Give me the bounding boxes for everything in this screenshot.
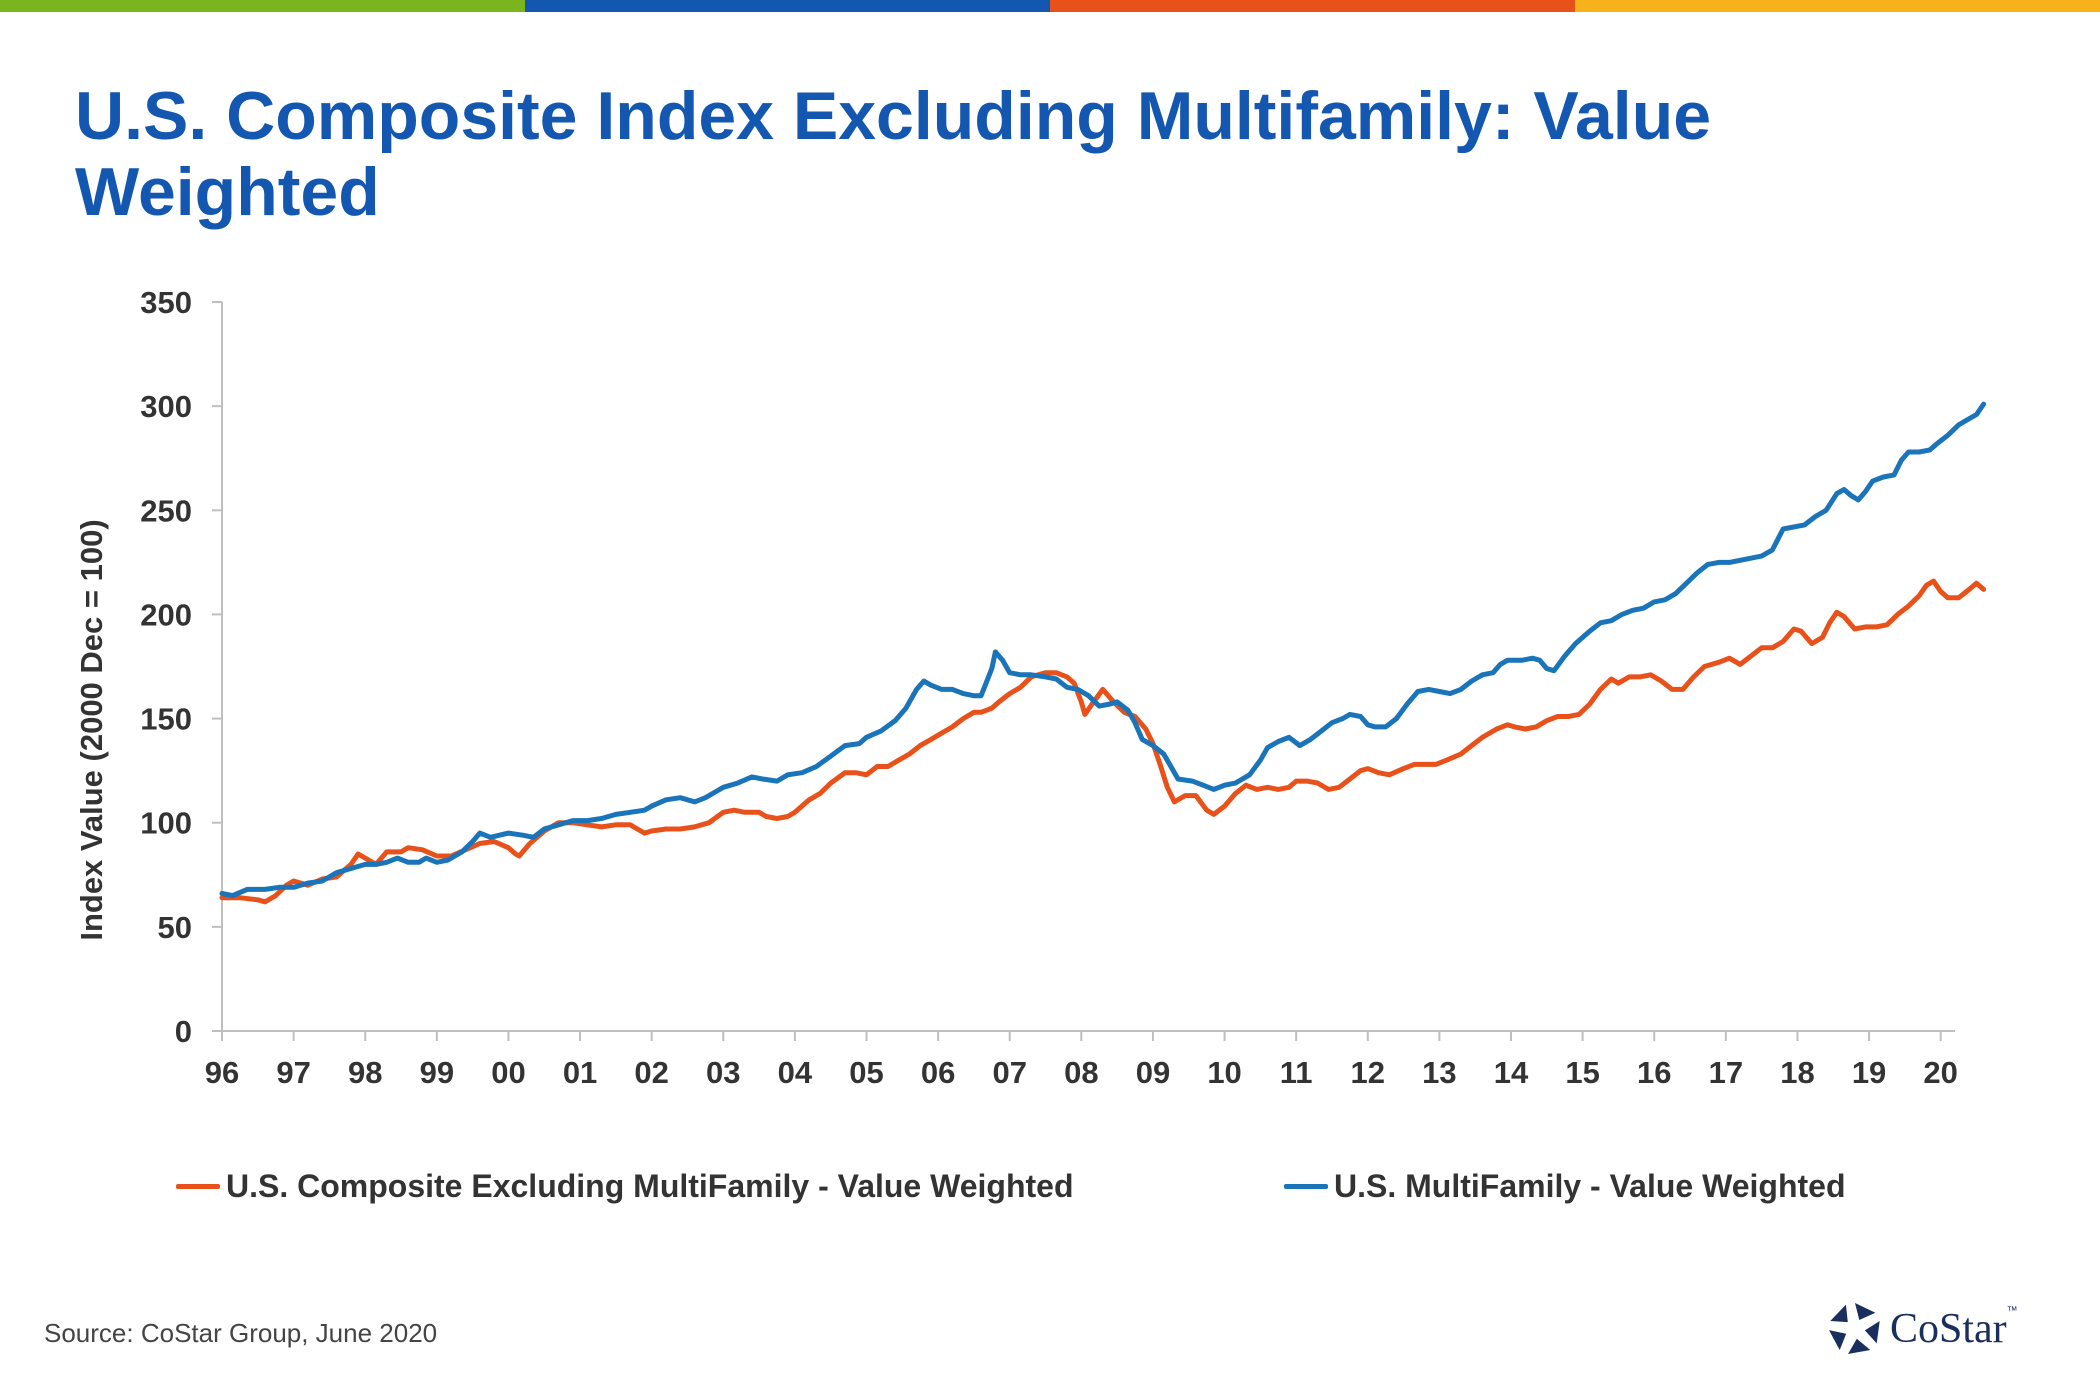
y-tick-label: 250 <box>140 493 192 528</box>
x-tick-label: 99 <box>420 1055 454 1090</box>
y-tick-label: 350 <box>140 285 192 320</box>
top-bar-orange <box>1050 0 1575 12</box>
x-tick-label: 16 <box>1637 1055 1671 1090</box>
y-tick-label: 150 <box>140 702 192 737</box>
legend-label-multifamily: U.S. MultiFamily - Value Weighted <box>1334 1168 1846 1204</box>
x-tick-label: 04 <box>778 1055 813 1090</box>
x-tick-label: 03 <box>706 1055 740 1090</box>
x-tick-label: 02 <box>634 1055 668 1090</box>
legend-item-multifamily: U.S. MultiFamily - Value Weighted <box>1284 1168 1845 1205</box>
x-tick-label: 97 <box>276 1055 310 1090</box>
legend-label-composite: U.S. Composite Excluding MultiFamily - V… <box>226 1168 1074 1204</box>
legend-swatch-composite <box>176 1184 220 1189</box>
logo-star-wedge <box>1829 1330 1847 1350</box>
y-tick-label: 50 <box>158 910 192 945</box>
series-line-composite <box>219 578 1987 905</box>
top-color-bar <box>0 0 2100 12</box>
top-bar-blue <box>525 0 1050 12</box>
x-tick-label: 96 <box>205 1055 239 1090</box>
page-title: U.S. Composite Index Excluding Multifami… <box>75 78 1712 230</box>
x-tick-label: 19 <box>1852 1055 1886 1090</box>
y-axis-label: Index Value (2000 Dec = 100) <box>74 519 109 940</box>
y-tick-label: 100 <box>140 806 192 841</box>
x-tick-label: 13 <box>1422 1055 1456 1090</box>
logo-star-wedge <box>1848 1338 1871 1354</box>
x-tick-label: 09 <box>1136 1055 1170 1090</box>
x-tick-label: 06 <box>921 1055 955 1090</box>
x-tick-label: 00 <box>491 1055 525 1090</box>
y-tick-label: 0 <box>175 1014 192 1049</box>
top-bar-green <box>0 0 525 12</box>
x-tick-label: 17 <box>1709 1055 1743 1090</box>
chart-legend: U.S. Composite Excluding MultiFamily - V… <box>0 1168 2100 1212</box>
x-tick-label: 07 <box>992 1055 1026 1090</box>
logo-star-wedge <box>1830 1304 1848 1323</box>
x-tick-label: 01 <box>563 1055 597 1090</box>
logo-text: CoStar™ <box>1890 1305 2018 1352</box>
x-tick-label: 15 <box>1565 1055 1599 1090</box>
x-tick-label: 12 <box>1351 1055 1385 1090</box>
series-line-multifamily <box>219 401 1987 899</box>
x-tick-label: 10 <box>1207 1055 1241 1090</box>
chart-series <box>219 401 1987 905</box>
logo-star-wedge <box>1864 1321 1880 1344</box>
costar-star-icon <box>1829 1303 1880 1354</box>
legend-swatch-multifamily <box>1284 1184 1328 1189</box>
costar-logo: CoStar™ <box>1826 1300 2018 1358</box>
y-tick-label: 300 <box>140 389 192 424</box>
y-tick-label: 200 <box>140 597 192 632</box>
top-bar-yellow <box>1575 0 2100 12</box>
x-tick-label: 98 <box>348 1055 382 1090</box>
x-tick-label: 20 <box>1923 1055 1957 1090</box>
source-note: Source: CoStar Group, June 2020 <box>44 1318 438 1348</box>
x-tick-label: 11 <box>1280 1055 1313 1090</box>
x-tick-label: 14 <box>1494 1055 1529 1090</box>
x-tick-label: 08 <box>1064 1055 1098 1090</box>
logo-star-wedge <box>1855 1303 1876 1320</box>
x-tick-label: 05 <box>849 1055 883 1090</box>
legend-item-composite: U.S. Composite Excluding MultiFamily - V… <box>176 1168 1074 1205</box>
x-tick-label: 18 <box>1780 1055 1814 1090</box>
